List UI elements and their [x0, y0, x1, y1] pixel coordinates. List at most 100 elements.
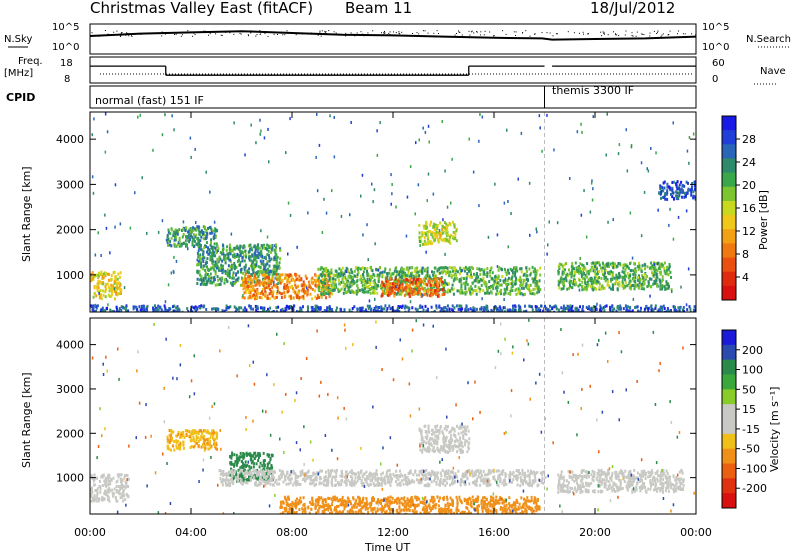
power-cell — [182, 233, 185, 236]
power-cell — [203, 246, 206, 249]
power-cell — [197, 255, 200, 259]
power-cell — [368, 299, 371, 303]
power-cell — [199, 260, 201, 264]
power-cell — [429, 294, 431, 298]
power-cell — [167, 237, 170, 241]
power-cell — [243, 306, 246, 310]
power-cell — [396, 308, 398, 312]
power-cell — [508, 308, 511, 312]
power-cell — [686, 308, 689, 312]
power-cell — [479, 277, 482, 281]
power-cell — [386, 274, 389, 278]
power-cell — [520, 131, 523, 135]
power-cell — [503, 279, 506, 283]
velocity-cell — [115, 485, 118, 489]
power-cell — [518, 307, 521, 311]
power-cell — [643, 310, 646, 312]
power-cell — [454, 272, 457, 276]
power-cell — [589, 269, 592, 273]
power-cell — [329, 280, 332, 283]
power-cell — [458, 289, 461, 293]
velocity-heatmap — [90, 318, 695, 514]
velocity-cell — [235, 453, 238, 457]
power-cell — [228, 248, 231, 252]
nsky-point — [583, 33, 584, 35]
power-cell — [602, 286, 605, 290]
power-cell — [692, 132, 695, 136]
power-cell — [507, 245, 509, 249]
nsky-point — [427, 32, 429, 34]
power-cell — [415, 291, 417, 295]
power-cell — [693, 184, 696, 188]
power-cell — [430, 220, 432, 224]
power-cell — [227, 253, 230, 257]
power-cell — [219, 277, 222, 281]
power-cell — [694, 196, 696, 200]
power-cell — [692, 196, 695, 200]
power-cell — [515, 305, 517, 309]
power-cell — [335, 309, 338, 312]
power-cell — [413, 281, 416, 285]
velocity-cell — [182, 430, 185, 434]
power-cell — [226, 252, 229, 256]
power-cell — [224, 261, 227, 265]
power-cell — [667, 267, 670, 271]
power-cell — [422, 308, 425, 312]
power-cell — [587, 269, 590, 273]
power-cell — [597, 270, 600, 273]
power-cell — [204, 271, 207, 275]
power-cell — [588, 278, 591, 282]
power-cell — [187, 247, 189, 251]
power-cell — [200, 246, 202, 250]
power-cell — [285, 307, 288, 311]
power-cell — [563, 263, 566, 267]
power-cell — [345, 281, 348, 284]
power-cell — [435, 306, 438, 310]
power-cell — [275, 273, 278, 277]
power-cell — [348, 308, 351, 312]
power-cell — [658, 308, 661, 312]
power-cell — [320, 274, 323, 278]
power-cell — [566, 307, 568, 310]
power-cell — [594, 275, 597, 279]
power-cell — [273, 256, 276, 260]
power-cell — [559, 277, 562, 281]
power-cell — [204, 273, 207, 277]
power-cell — [232, 255, 235, 259]
velocity-cell — [97, 499, 100, 503]
power-cell — [113, 281, 116, 285]
power-cell — [371, 276, 374, 279]
power-cell — [393, 291, 396, 295]
nsky-point — [636, 31, 638, 33]
power-cell — [178, 308, 181, 312]
power-cell — [522, 281, 525, 285]
nsky-point — [424, 30, 426, 32]
power-cell — [369, 291, 372, 295]
power-cell — [517, 291, 520, 295]
power-cell — [242, 278, 245, 282]
power-cell — [446, 290, 449, 294]
power-cell — [627, 274, 630, 278]
power-cell — [570, 271, 573, 275]
power-cell — [199, 306, 202, 310]
power-cell — [381, 280, 384, 284]
power-cell — [97, 231, 99, 235]
power-cell — [163, 304, 166, 308]
power-cell — [387, 271, 390, 275]
velocity-cell — [188, 435, 191, 439]
power-cell — [255, 309, 258, 312]
power-cell — [454, 232, 457, 236]
power-cell — [418, 282, 420, 286]
power-cell — [170, 244, 173, 248]
power-cell — [663, 285, 666, 289]
velocity-cell — [90, 488, 93, 492]
velocity-cell — [106, 476, 109, 480]
power-cell — [435, 223, 437, 227]
power-cell — [438, 280, 441, 284]
power-cell — [432, 283, 435, 287]
power-cell — [212, 280, 215, 284]
power-cell — [258, 296, 261, 299]
power-cell — [362, 288, 365, 291]
power-cell — [202, 225, 205, 229]
power-cell — [482, 288, 485, 292]
